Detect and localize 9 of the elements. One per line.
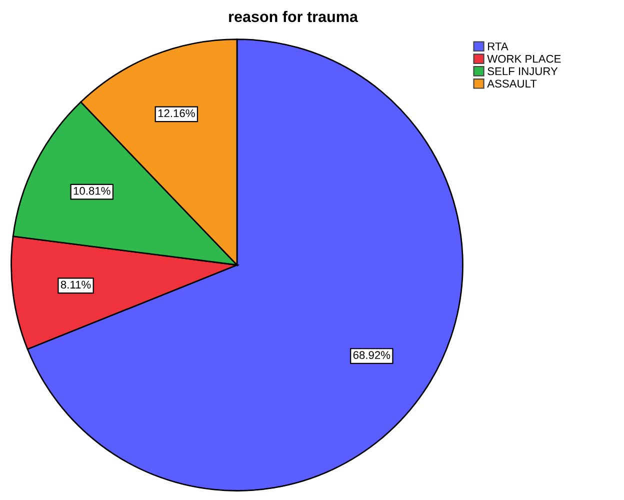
legend-label: WORK PLACE — [487, 54, 561, 63]
data-label: 10.81% — [74, 186, 110, 195]
chart-title: reason for trauma — [229, 10, 358, 22]
legend-label: SELF INJURY — [488, 67, 558, 76]
legend-label: RTA — [488, 42, 508, 50]
data-label: 12.16% — [158, 109, 195, 118]
legend-label: ASSAULT — [487, 80, 537, 88]
data-label: 8.11% — [60, 280, 91, 289]
data-label: 68.92% — [353, 351, 390, 360]
